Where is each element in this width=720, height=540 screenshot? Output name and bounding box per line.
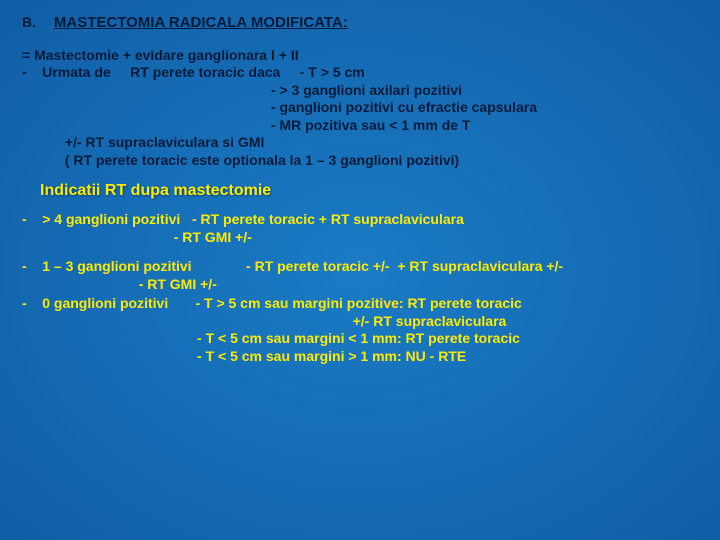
g0-line-b: +/- RT supraclaviculara	[22, 313, 698, 331]
rt-optional-line: ( RT perete toracic este optionala la 1 …	[22, 152, 698, 170]
section-letter: B.	[22, 14, 50, 32]
urmata-line: - Urmata de RT perete toracic daca - T >…	[22, 64, 698, 82]
definition-block: = Mastectomie + evidare ganglionara I + …	[22, 47, 698, 170]
subheading: Indicatii RT dupa mastectomie	[40, 181, 698, 201]
group-4-block: - > 4 ganglioni pozitivi - RT perete tor…	[22, 211, 698, 246]
g4-line-a: - > 4 ganglioni pozitivi - RT perete tor…	[22, 211, 698, 229]
spacer	[22, 248, 698, 258]
g0-line-d: - T < 5 cm sau margini > 1 mm: NU - RTE	[22, 348, 698, 366]
g0-line-c: - T < 5 cm sau margini < 1 mm: RT perete…	[22, 330, 698, 348]
group-0-block: - 0 ganglioni pozitivi - T > 5 cm sau ma…	[22, 295, 698, 365]
g13-line-b: - RT GMI +/-	[22, 276, 698, 294]
slide-title: MASTECTOMIA RADICALA MODIFICATA:	[54, 14, 348, 31]
rt-supra-line: +/- RT supraclaviculara si GMI	[22, 134, 698, 152]
slide-content: B. MASTECTOMIA RADICALA MODIFICATA: = Ma…	[0, 0, 720, 377]
g4-line-b: - RT GMI +/-	[22, 229, 698, 247]
criteria-4: - MR pozitiva sau < 1 mm de T	[22, 117, 698, 135]
criteria-2: - > 3 ganglioni axilari pozitivi	[22, 82, 698, 100]
criteria-3: - ganglioni pozitivi cu efractie capsula…	[22, 99, 698, 117]
group-13-block: - 1 – 3 ganglioni pozitivi - RT perete t…	[22, 258, 698, 293]
g0-line-a: - 0 ganglioni pozitivi - T > 5 cm sau ma…	[22, 295, 698, 313]
g13-line-a: - 1 – 3 ganglioni pozitivi - RT perete t…	[22, 258, 698, 276]
title-row: B. MASTECTOMIA RADICALA MODIFICATA:	[22, 14, 698, 33]
definition-line: = Mastectomie + evidare ganglionara I + …	[22, 47, 698, 65]
